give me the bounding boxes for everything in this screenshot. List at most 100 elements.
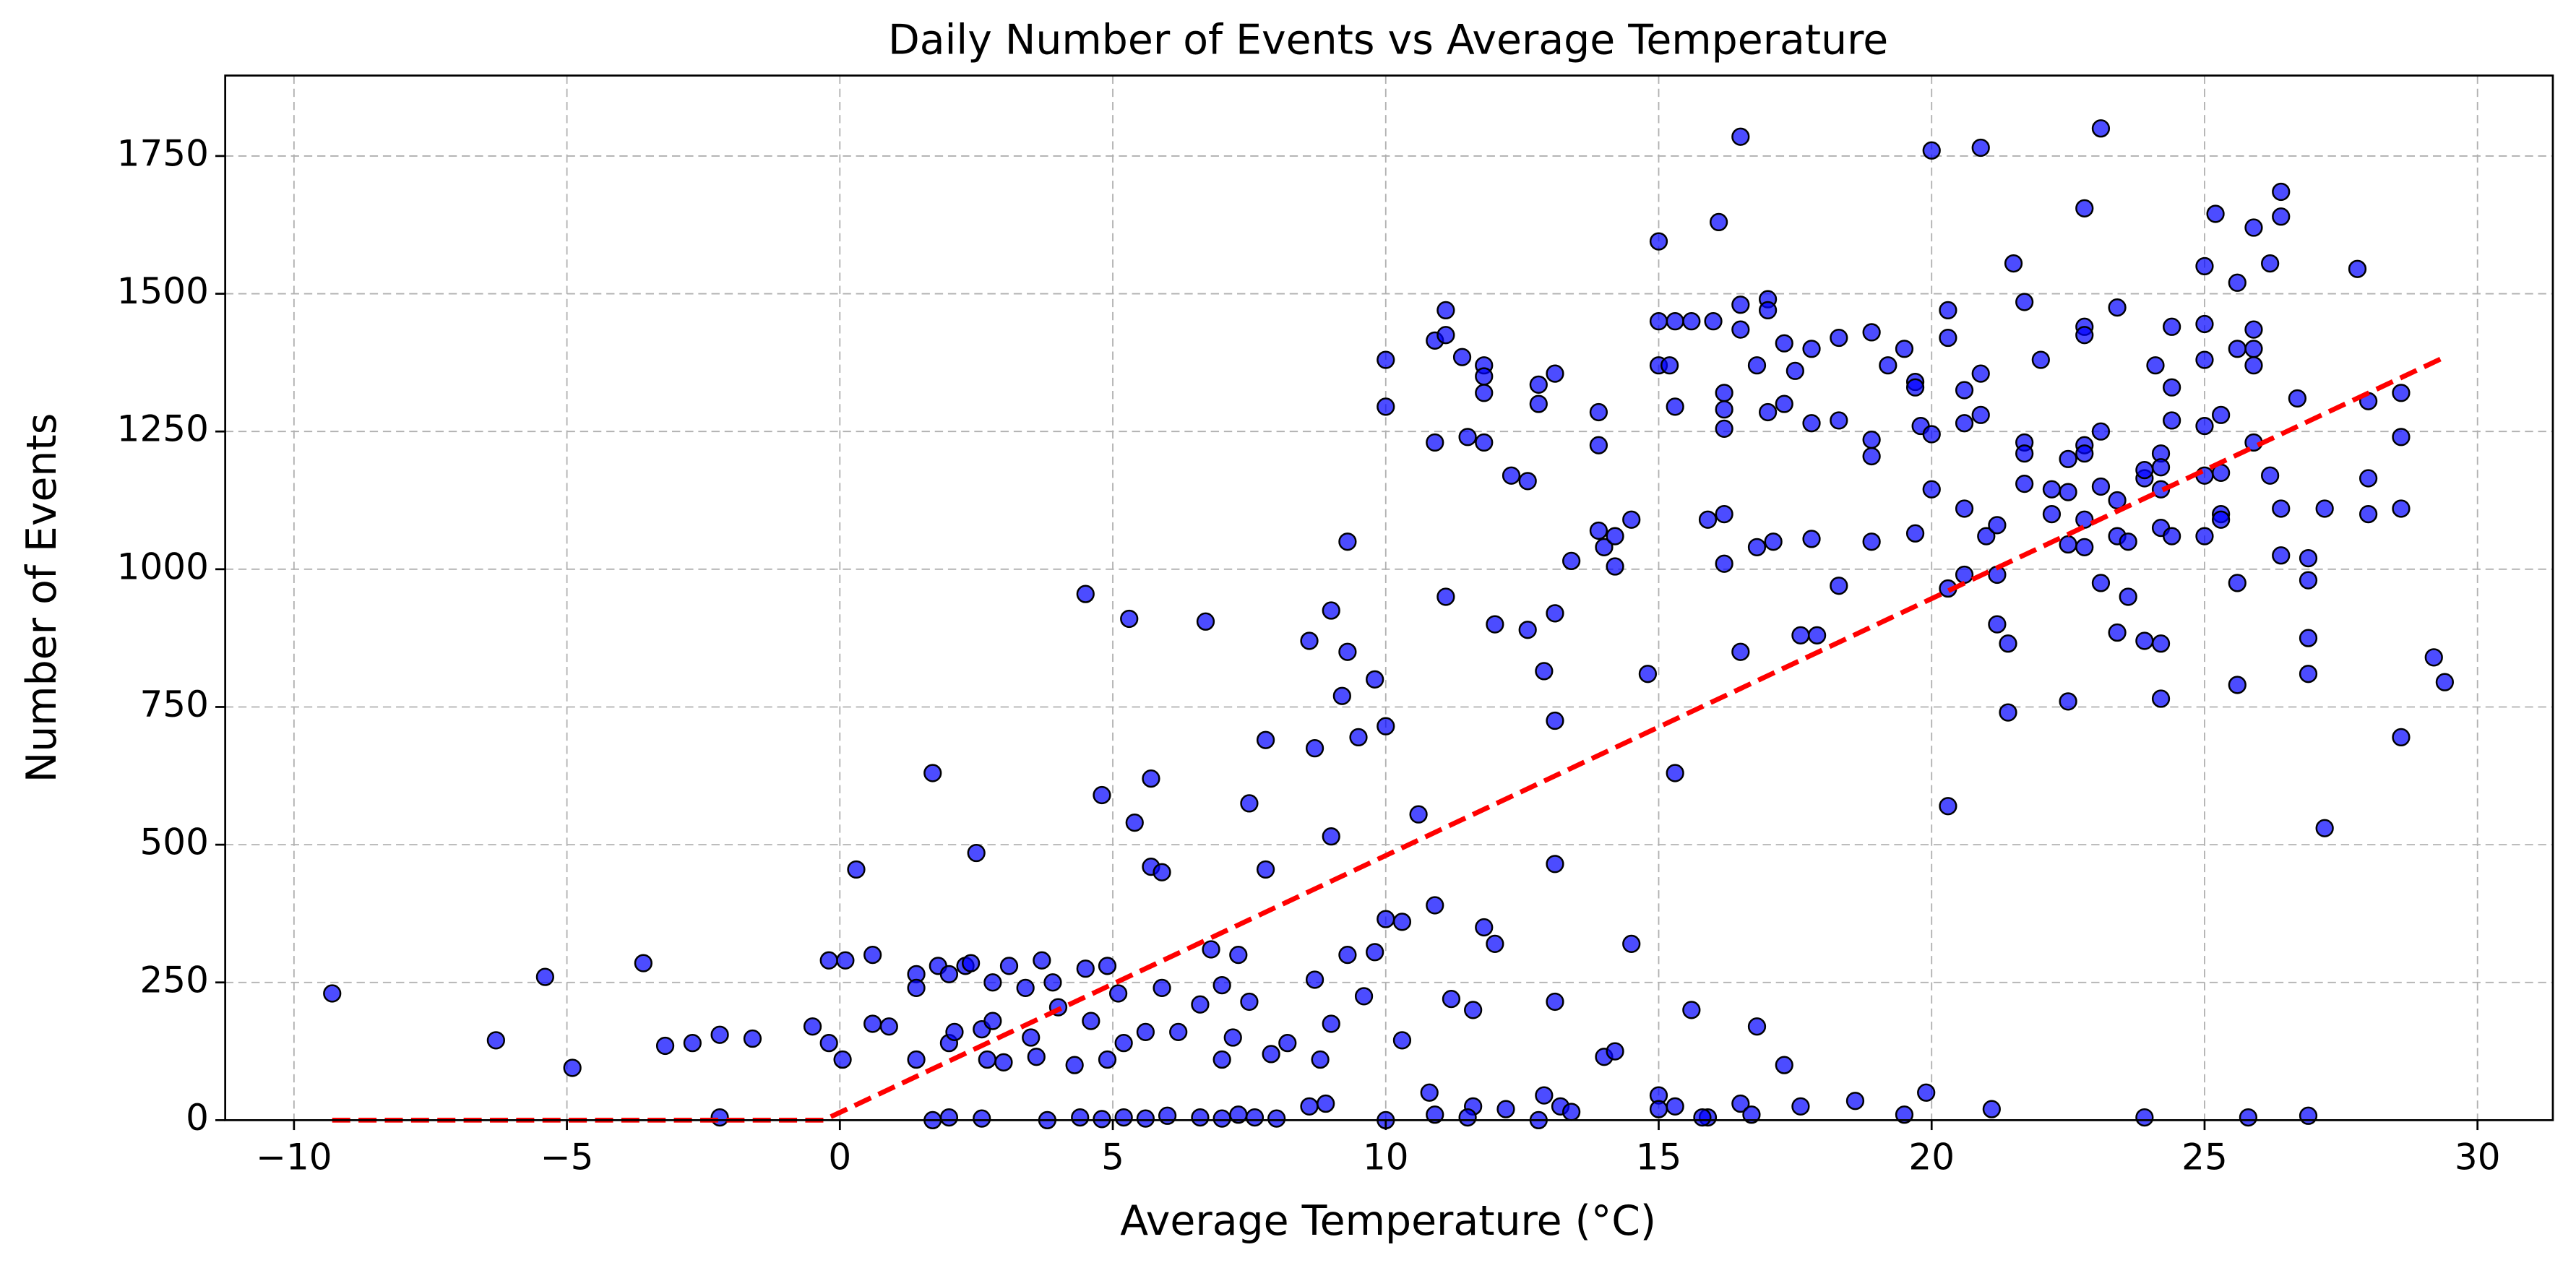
scatter-point (2244, 218, 2263, 237)
x-tick-label: 10 (1363, 1136, 1409, 1178)
scatter-point (1747, 538, 1767, 556)
scatter-point (1452, 348, 1472, 366)
scatter-point (2091, 477, 2111, 496)
scatter-point (1939, 797, 1957, 816)
y-tick-label: 1000 (117, 545, 209, 587)
scatter-point (1120, 609, 1139, 629)
scatter-point (1377, 717, 1395, 736)
x-tick-label: 30 (2455, 1136, 2501, 1178)
scatter-point (1093, 785, 1111, 805)
scatter-point (2288, 389, 2307, 408)
y-tick-label: 500 (139, 821, 208, 863)
scatter-point (1666, 397, 1684, 416)
scatter-point (1546, 604, 1564, 623)
scatter-point (1300, 631, 1319, 650)
scatter-point (2119, 587, 2137, 606)
scatter-point (2135, 631, 2154, 650)
scatter-point (1392, 1031, 1412, 1050)
scatter-point (535, 967, 554, 986)
scatter-point (833, 1050, 852, 1069)
scatter-point (1354, 987, 1374, 1006)
scatter-point (1076, 585, 1095, 603)
scatter-point (847, 860, 866, 879)
scatter-point (967, 843, 986, 863)
scatter-point (1436, 301, 1455, 320)
scatter-point (1939, 301, 1957, 320)
scatter-point (1108, 984, 1128, 1003)
scatter-point (1142, 769, 1160, 788)
scatter-point (1715, 400, 1733, 419)
scatter-point (1076, 959, 1095, 978)
y-tick-label: 1500 (117, 270, 209, 312)
scatter-point (2299, 1106, 2318, 1125)
scatter-point (2135, 1108, 2154, 1127)
scatter-point (819, 1034, 838, 1053)
scatter-point (1098, 957, 1117, 975)
scatter-point (1349, 728, 1368, 747)
scatter-point (2272, 546, 2291, 565)
ticks: −10 −5 0 5 10 15 20 25 30 0 250 500 750 1000 1250 1500 1… (117, 132, 2501, 1178)
scatter-point (1486, 934, 1504, 953)
scatter-point (1317, 1094, 1335, 1113)
scatter-point (1027, 1048, 1046, 1066)
scatter-point (1715, 419, 1733, 438)
scatter-point (1125, 813, 1144, 832)
scatter-point (1426, 433, 1444, 452)
scatter-point (1475, 384, 1494, 402)
scatter-point (1392, 913, 1412, 931)
scatter-point (2059, 449, 2077, 468)
x-tick-label: 15 (1636, 1136, 1682, 1178)
scatter-point (1442, 990, 1461, 1009)
scatter-point (1153, 978, 1171, 998)
x-tick-label: 5 (1101, 1136, 1124, 1178)
scatter-point (1917, 1083, 1936, 1102)
scatter-point (1988, 516, 2007, 535)
y-tick-label: 0 (186, 1097, 209, 1139)
y-tick-label: 1750 (117, 132, 209, 174)
scatter-point (2261, 254, 2280, 273)
scatter-point (2075, 444, 2094, 463)
scatter-point (2015, 293, 2034, 311)
scatter-point (1420, 1083, 1439, 1102)
scatter-point (2261, 466, 2280, 485)
scatter-point (945, 1022, 964, 1042)
scatter-point (2244, 320, 2263, 339)
scatter-point (863, 1014, 882, 1033)
scatter-point (1693, 1108, 1712, 1127)
scatter-point (1589, 436, 1608, 454)
scatter-point (907, 1050, 926, 1069)
scatter-point (1895, 340, 1914, 358)
scatter-point (2244, 340, 2263, 358)
scatter-point (2195, 314, 2214, 334)
scatter-point (1529, 375, 1548, 394)
scatter-point (1939, 328, 1957, 348)
scatter-point (563, 1058, 582, 1077)
scatter-point (1436, 587, 1455, 606)
scatter-point (983, 1012, 1002, 1030)
scatter-point (2195, 256, 2214, 276)
scatter-point (1043, 973, 1062, 992)
scatter-point (1595, 538, 1614, 556)
scatter-point (1802, 340, 1821, 358)
scatter-point (939, 1108, 959, 1127)
scatter-point (1698, 510, 1718, 529)
scatter-point (2108, 298, 2127, 317)
scatter-point (1562, 1103, 1581, 1121)
scatter-point (1731, 642, 1750, 661)
scatter-point (1191, 1108, 1210, 1127)
scatter-point (1546, 855, 1564, 874)
scatter-point (2119, 532, 2137, 551)
scatter-point (962, 954, 981, 972)
scatter-point (1955, 565, 1974, 585)
scatter-point (1529, 394, 1548, 413)
scatter-point (1240, 794, 1259, 813)
scatter-point (1082, 1012, 1100, 1030)
scatter-point (2392, 499, 2411, 518)
scatter-point (2359, 504, 2378, 524)
scatter-point (1267, 1109, 1286, 1128)
scatter-point (1300, 1097, 1319, 1116)
scatter-point (1322, 1014, 1340, 1033)
scatter-point (1136, 1109, 1155, 1128)
scatter-point (1169, 1022, 1188, 1042)
